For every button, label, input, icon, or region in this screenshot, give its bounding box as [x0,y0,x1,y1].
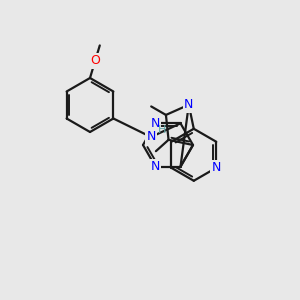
Text: N: N [151,117,160,130]
Text: N: N [212,161,221,174]
Text: O: O [90,54,100,67]
Text: N: N [146,130,156,143]
Text: N: N [184,98,194,111]
Text: N: N [151,160,160,173]
Text: H: H [158,125,166,135]
